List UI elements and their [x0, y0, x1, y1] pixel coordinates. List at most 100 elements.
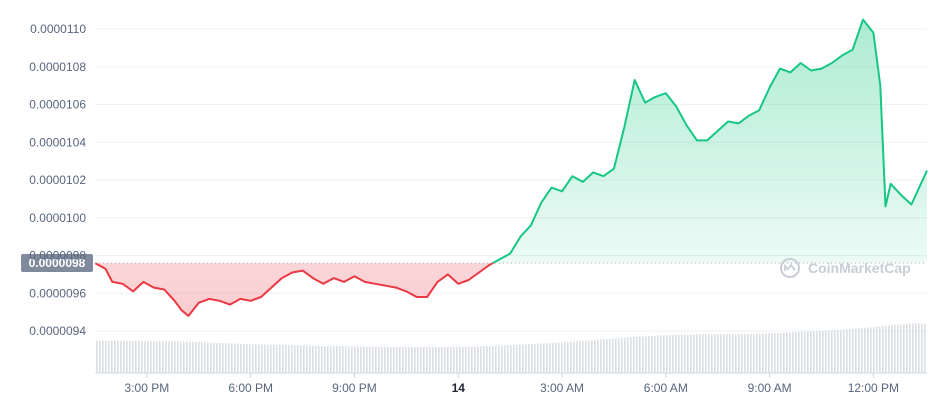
volume-bar	[858, 328, 860, 373]
volume-bar	[738, 334, 740, 373]
volume-bar	[294, 345, 296, 373]
volume-bar	[384, 346, 386, 373]
volume-bar	[201, 342, 203, 373]
volume-bar	[456, 346, 458, 373]
volume-bar	[603, 339, 605, 373]
volume-bar	[192, 341, 194, 373]
volume-bar	[243, 343, 245, 373]
x-tick-label: 9:00 PM	[332, 381, 377, 395]
volume-bar	[450, 346, 452, 373]
volume-bar	[774, 333, 776, 373]
volume-bar	[360, 346, 362, 373]
volume-bar	[96, 340, 98, 373]
volume-bar	[288, 345, 290, 373]
volume-bar	[309, 345, 311, 373]
volume-bar	[636, 336, 638, 373]
volume-bar	[693, 334, 695, 373]
volume-bar	[873, 327, 875, 373]
price-lines	[94, 18, 928, 317]
volume-bar	[612, 338, 614, 373]
volume-bar	[816, 330, 818, 373]
volume-bar	[405, 346, 407, 373]
volume-bar	[840, 329, 842, 373]
volume-bar	[867, 327, 869, 373]
volume-bar	[501, 345, 503, 373]
volume-bar	[732, 334, 734, 373]
volume-bar	[714, 334, 716, 373]
volume-bar	[228, 343, 230, 373]
volume-bar	[540, 343, 542, 373]
volume-bar	[777, 333, 779, 373]
volume-bar	[678, 334, 680, 373]
volume-bar	[303, 345, 305, 373]
volume-bar	[270, 344, 272, 373]
volume-bar	[831, 330, 833, 373]
volume-bar	[648, 336, 650, 373]
volume-bar	[753, 333, 755, 373]
volume-bar	[594, 339, 596, 373]
volume-bar	[549, 343, 551, 373]
volume-bar	[414, 346, 416, 373]
area-fill-up	[492, 19, 927, 264]
y-tick-label: 0.0000102	[29, 173, 86, 187]
volume-bar	[141, 341, 143, 373]
volume-bar	[189, 341, 191, 373]
volume-bar	[888, 325, 890, 373]
volume-bar	[768, 333, 770, 373]
volume-bar	[111, 340, 113, 373]
volume-bar	[918, 323, 920, 373]
volume-bar	[903, 324, 905, 373]
volume-bar	[756, 333, 758, 373]
volume-bar	[435, 346, 437, 373]
x-axis-ticks: 3:00 PM 6:00 PM 9:00 PM 14 3:00 AM 6:00 AM 9:0…	[95, 372, 927, 395]
volume-bar	[258, 344, 260, 373]
volume-bar	[708, 334, 710, 373]
volume-bar	[369, 346, 371, 373]
volume-bar	[846, 329, 848, 373]
volume-bar	[327, 346, 329, 373]
volume-bar	[459, 346, 461, 373]
volume-bar	[690, 334, 692, 373]
volume-bar	[615, 338, 617, 373]
volume-bar	[162, 341, 164, 373]
volume-bar	[696, 334, 698, 373]
volume-bar	[570, 341, 572, 373]
volume-bar	[117, 340, 119, 373]
volume-bar	[255, 344, 257, 373]
volume-bar	[516, 344, 518, 373]
volume-bar	[108, 340, 110, 373]
volume-bar	[216, 342, 218, 373]
volume-bar	[606, 338, 608, 373]
y-tick-label: 0.0000108	[29, 60, 86, 74]
volume-bar	[264, 344, 266, 373]
volume-bar	[729, 334, 731, 373]
volume-bar	[624, 337, 626, 373]
volume-bar	[207, 342, 209, 373]
volume-bar	[411, 346, 413, 373]
volume-bar	[468, 346, 470, 373]
volume-bar	[675, 334, 677, 373]
volume-bar	[474, 346, 476, 373]
volume-bar	[573, 341, 575, 373]
volume-bar	[195, 342, 197, 373]
volume-bar	[375, 346, 377, 373]
volume-bar	[429, 346, 431, 373]
volume-bar	[645, 336, 647, 373]
volume-bar	[372, 346, 374, 373]
volume-bar	[99, 340, 101, 373]
price-line-down	[94, 263, 495, 317]
volume-bar	[261, 344, 263, 373]
volume-bar	[342, 346, 344, 373]
volume-bar	[312, 345, 314, 373]
volume-bar	[522, 344, 524, 373]
volume-bar	[906, 323, 908, 373]
volume-bar	[420, 346, 422, 373]
volume-bar	[387, 346, 389, 373]
volume-bar	[465, 346, 467, 373]
x-tick-label: 6:00 PM	[228, 381, 273, 395]
volume-bar	[639, 336, 641, 373]
volume-bar	[618, 338, 620, 373]
volume-bar	[165, 341, 167, 373]
volume-bar	[525, 344, 527, 373]
volume-bar	[564, 342, 566, 373]
